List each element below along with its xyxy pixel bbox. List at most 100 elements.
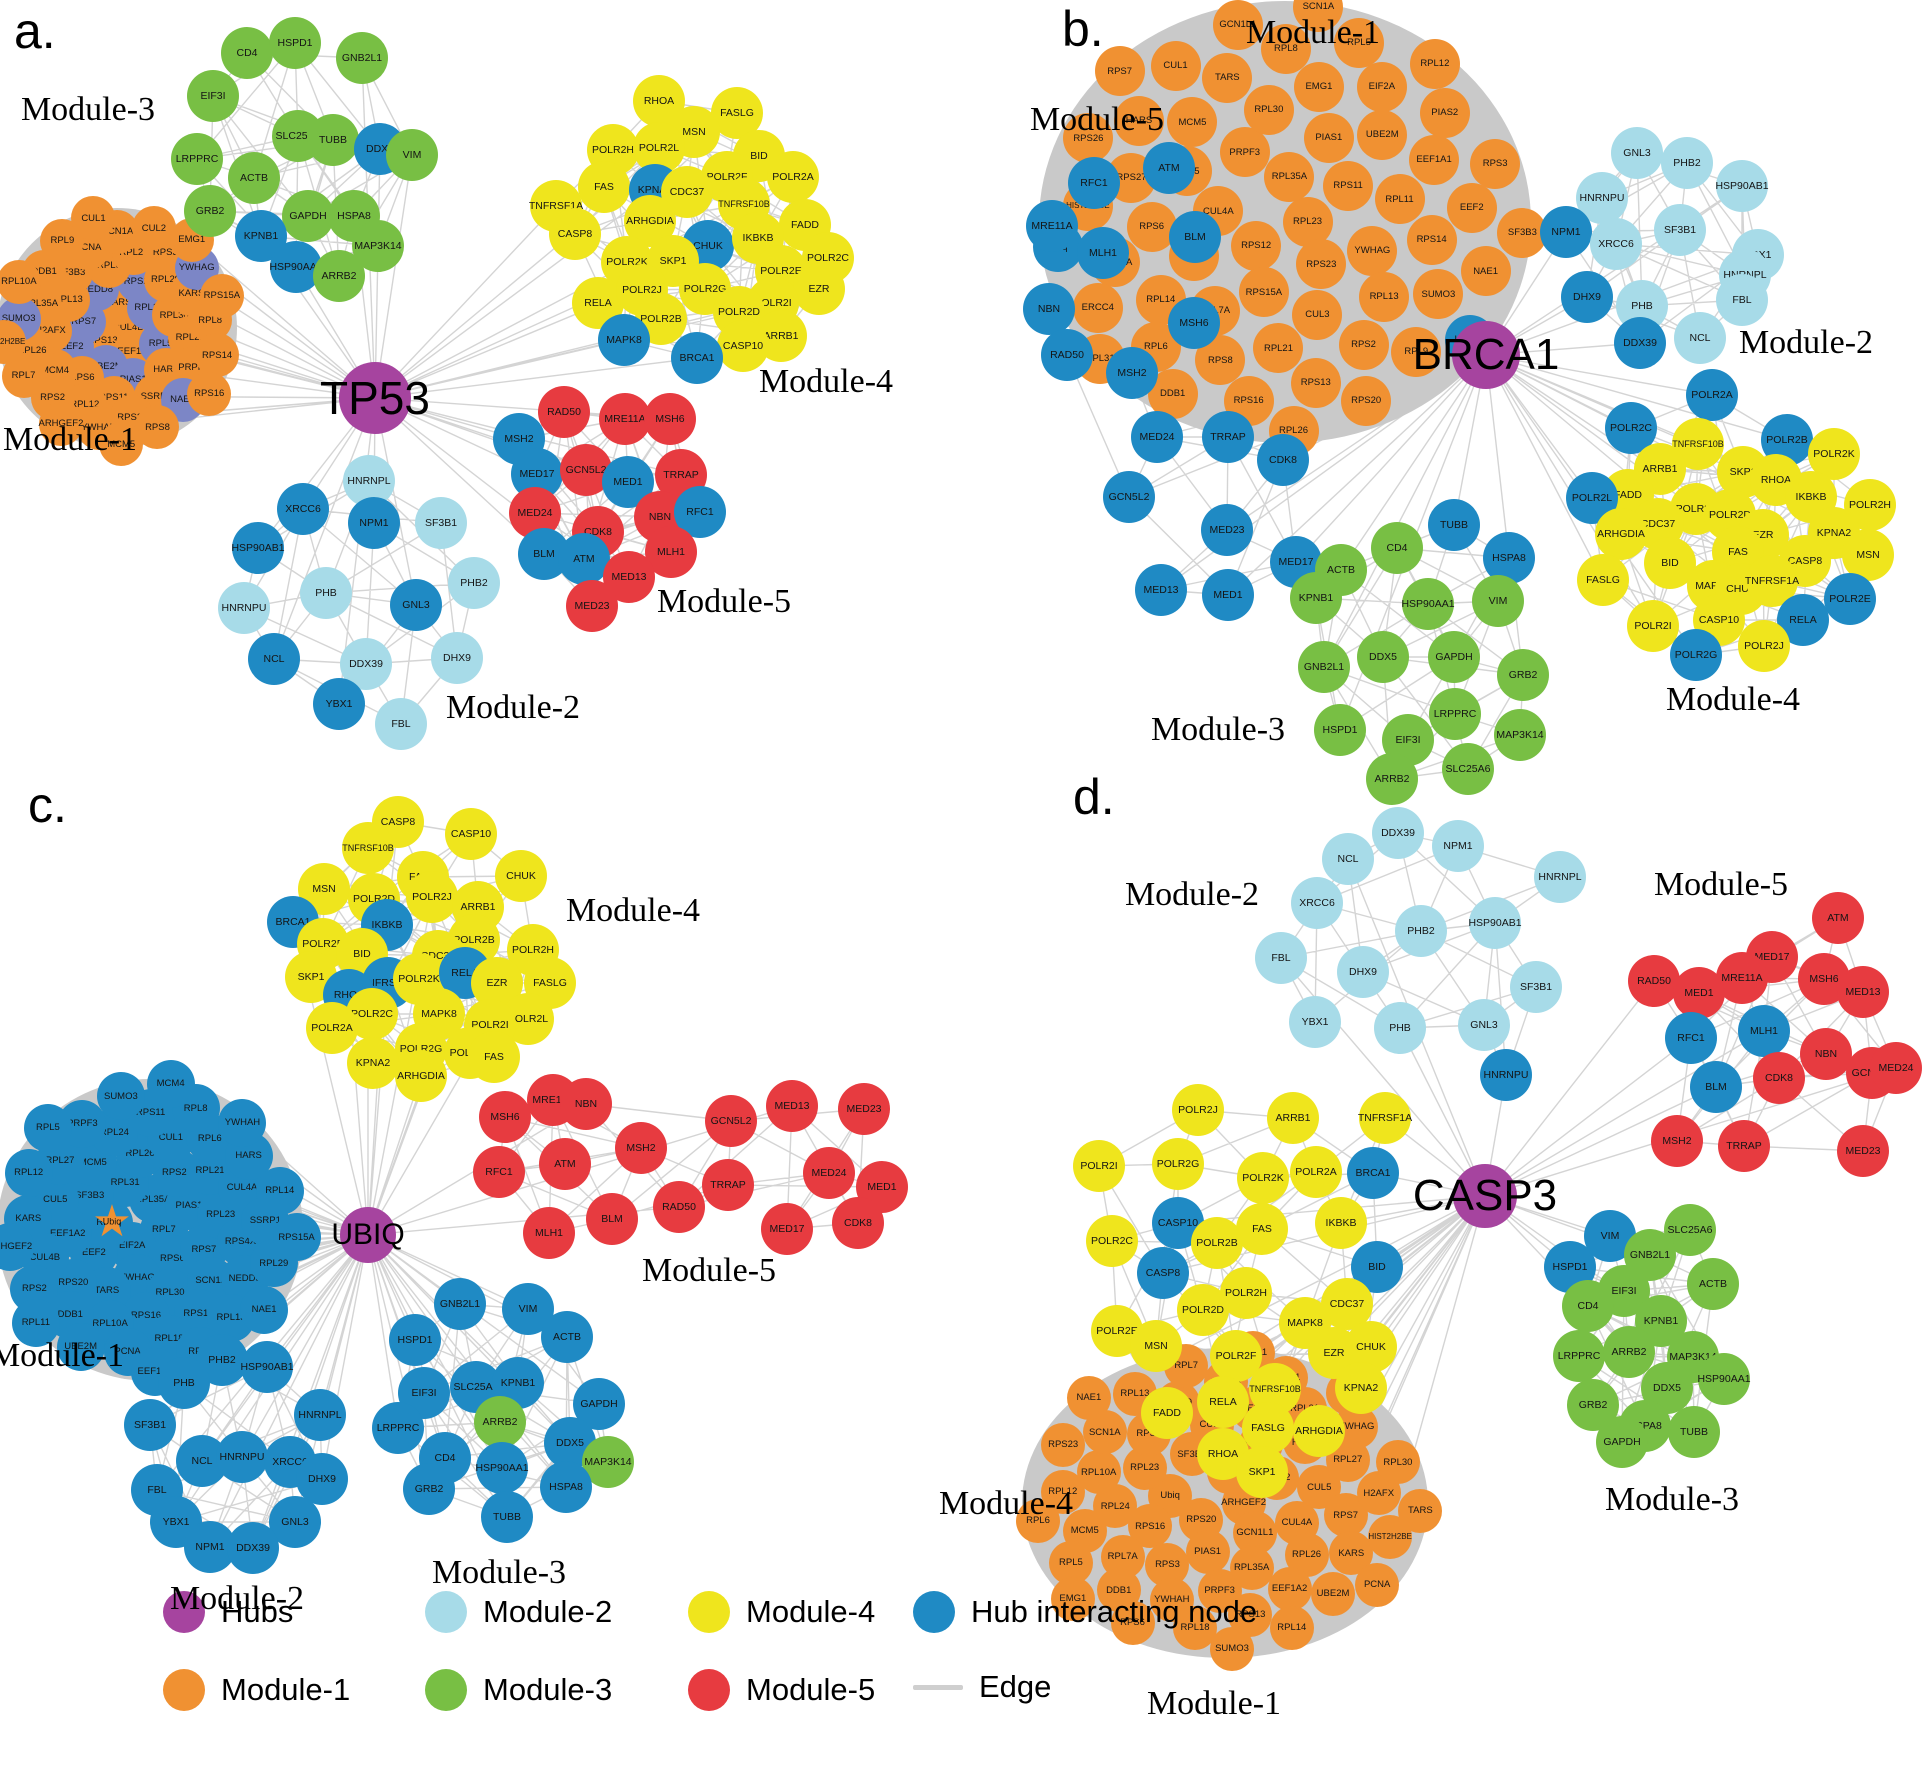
gene-node-hsp90ab1[interactable]: HSP90AB1 (1468, 897, 1522, 949)
gene-node-tnfrsf10b[interactable]: TNFRSF10B (342, 822, 394, 874)
gene-node-mcm4[interactable]: MCM4 (146, 1060, 195, 1109)
gene-node-cul2[interactable]: CUL2 (131, 206, 176, 251)
gene-node-trrap[interactable]: TRRAP (1202, 411, 1254, 463)
gene-node-sumo3[interactable]: SUMO3 (1210, 1626, 1254, 1671)
gene-node-arrb1[interactable]: ARRB1 (1267, 1092, 1319, 1144)
gene-node-casp10[interactable]: CASP10 (445, 808, 497, 860)
gene-node-fas[interactable]: FAS (468, 1031, 520, 1083)
gene-node-tubb[interactable]: TUBB (307, 114, 359, 166)
gene-node-rela[interactable]: RELA (1197, 1376, 1249, 1428)
gene-node-arhgef2[interactable]: ARHGEF2 (38, 401, 83, 446)
gene-node-npm1[interactable]: NPM1 (1540, 206, 1592, 258)
gene-node-cd4[interactable]: CD4 (1562, 1280, 1614, 1332)
gene-node-nae1[interactable]: NAE1 (1066, 1376, 1111, 1421)
gene-node-msh6[interactable]: MSH6 (479, 1091, 531, 1143)
gene-node-casp8[interactable]: CASP8 (549, 208, 601, 260)
gene-node-ywhah[interactable]: YWHAH (218, 1098, 267, 1147)
gene-node-hspd1[interactable]: HSPD1 (269, 17, 321, 69)
gene-node-msh2[interactable]: MSH2 (615, 1122, 667, 1174)
gene-node-mlh1[interactable]: MLH1 (1077, 227, 1129, 279)
gene-node-cul3[interactable]: CUL3 (1292, 289, 1343, 340)
gene-node-mre11a[interactable]: MRE11A (599, 393, 651, 445)
gene-node-hnrnpl[interactable]: HNRNPL (294, 1389, 346, 1441)
gene-node-rpl8[interactable]: RPL8 (1260, 24, 1311, 75)
gene-node-rpl30[interactable]: RPL30 (1375, 1440, 1420, 1485)
gene-node-faslg[interactable]: FASLG (1242, 1402, 1294, 1454)
gene-node-hspa8[interactable]: HSPA8 (540, 1461, 592, 1513)
gene-node-rfc1[interactable]: RFC1 (1068, 157, 1120, 209)
gene-node-gnb2l1[interactable]: GNB2L1 (1298, 641, 1350, 693)
gene-node-eef1a2[interactable]: EEF1A2 (1267, 1566, 1312, 1611)
gene-node-ube2m[interactable]: UBE2M (1357, 110, 1408, 161)
gene-node-nbn[interactable]: NBN (1023, 283, 1075, 335)
gene-node-polr2j[interactable]: POLR2J (1738, 620, 1790, 672)
gene-node-ncl[interactable]: NCL (1674, 312, 1726, 364)
gene-node-kpnb1[interactable]: KPNB1 (1290, 572, 1342, 624)
gene-node-polr2e[interactable]: POLR2E (1824, 573, 1876, 625)
gene-node-brca1[interactable]: BRCA1 (671, 332, 723, 384)
gene-node-ube2m[interactable]: UBE2M (1311, 1571, 1356, 1616)
gene-node-blm[interactable]: BLM (1690, 1061, 1742, 1113)
gene-node-med1[interactable]: MED1 (1673, 967, 1725, 1019)
gene-node-xrcc6[interactable]: XRCC6 (1291, 877, 1343, 929)
gene-node-actb[interactable]: ACTB (1687, 1258, 1739, 1310)
gene-node-sf3b1[interactable]: SF3B1 (415, 497, 467, 549)
gene-node-polr2a[interactable]: POLR2A (1290, 1146, 1342, 1198)
gene-node-cdk8[interactable]: CDK8 (1753, 1052, 1805, 1104)
gene-node-hsp90ab1[interactable]: HSP90AB1 (231, 522, 285, 574)
gene-node-gapdh[interactable]: GAPDH (1596, 1416, 1648, 1468)
gene-node-rpl11[interactable]: RPL11 (1374, 174, 1425, 225)
gene-node-polr2i[interactable]: POLR2I (1627, 600, 1679, 652)
gene-node-pias2[interactable]: PIAS2 (1419, 88, 1470, 139)
gene-node-fbl[interactable]: FBL (375, 698, 427, 750)
gene-node-ywhag[interactable]: YWHAG (1347, 225, 1398, 276)
gene-node-ddx39[interactable]: DDX39 (1614, 317, 1666, 369)
gene-node-lrpprc[interactable]: LRPPRC (1553, 1330, 1605, 1382)
gene-node-rps16[interactable]: RPS16 (187, 371, 232, 416)
gene-node-dhx9[interactable]: DHX9 (431, 632, 483, 684)
gene-node-tubb[interactable]: TUBB (481, 1491, 533, 1543)
gene-node-ube2m[interactable]: UBE2M (56, 1322, 105, 1371)
gene-node-ybx1[interactable]: YBX1 (1289, 996, 1341, 1048)
gene-node-phb[interactable]: PHB (300, 567, 352, 619)
gene-node-msn[interactable]: MSN (1130, 1320, 1182, 1372)
gene-node-emg1[interactable]: EMG1 (1293, 61, 1344, 112)
gene-node-atm[interactable]: ATM (1812, 892, 1864, 944)
gene-node-lrpprc[interactable]: LRPPRC (171, 133, 223, 185)
gene-node-rpl11[interactable]: RPL11 (11, 1299, 60, 1348)
gene-node-arhgdia[interactable]: ARHGDIA (395, 1050, 447, 1102)
gene-node-gnb2l1[interactable]: GNB2L1 (336, 32, 388, 84)
gene-node-gnb2l1[interactable]: GNB2L1 (434, 1278, 486, 1330)
gene-node-rps6[interactable]: RPS6 (1110, 1600, 1155, 1645)
gene-node-med24[interactable]: MED24 (1131, 411, 1183, 463)
gene-node-npm1[interactable]: NPM1 (348, 497, 400, 549)
gene-node-rps2[interactable]: RPS2 (1338, 319, 1389, 370)
gene-node-ddx39[interactable]: DDX39 (1372, 807, 1424, 859)
gene-node-rpl21[interactable]: RPL21 (1253, 323, 1304, 374)
gene-node-mcm5[interactable]: MCM5 (1167, 97, 1218, 148)
gene-node-polr2i[interactable]: POLR2I (1073, 1140, 1125, 1192)
gene-node-faslg[interactable]: FASLG (1577, 554, 1629, 606)
gene-node-sf3b1[interactable]: SF3B1 (1654, 204, 1706, 256)
gene-node-actb[interactable]: ACTB (541, 1311, 593, 1363)
gene-node-gcn5l2[interactable]: GCN5L2 (1103, 471, 1155, 523)
gene-node-rpl13[interactable]: RPL13 (1359, 271, 1410, 322)
gene-node-med13[interactable]: MED13 (1135, 564, 1187, 616)
gene-node-hsp90aa1[interactable]: HSP90AA1 (475, 1442, 529, 1494)
gene-node-rps15a[interactable]: RPS15A (1238, 267, 1289, 318)
gene-node-sf3b3[interactable]: SF3B3 (1497, 207, 1548, 258)
gene-node-kpna2[interactable]: KPNA2 (347, 1037, 399, 1089)
gene-node-med1[interactable]: MED1 (1202, 569, 1254, 621)
gene-node-kpna2[interactable]: KPNA2 (1335, 1362, 1387, 1414)
gene-node-gnl3[interactable]: GNL3 (1458, 999, 1510, 1051)
gene-node-rps12[interactable]: RPS12 (1231, 220, 1282, 271)
gene-node-phb2[interactable]: PHB2 (1661, 137, 1713, 189)
gene-node-arrb2[interactable]: ARRB2 (474, 1396, 526, 1448)
gene-node-rps13[interactable]: RPS13 (1290, 357, 1341, 408)
gene-node-polr2d[interactable]: POLR2D (1177, 1284, 1229, 1336)
gene-node-arrb2[interactable]: ARRB2 (1603, 1326, 1655, 1378)
gene-node-ncl[interactable]: NCL (1322, 833, 1374, 885)
gene-node-med23[interactable]: MED23 (1837, 1125, 1889, 1177)
gene-node-hnrnpu[interactable]: HNRNPU (218, 582, 270, 634)
gene-node-vim[interactable]: VIM (1472, 575, 1524, 627)
